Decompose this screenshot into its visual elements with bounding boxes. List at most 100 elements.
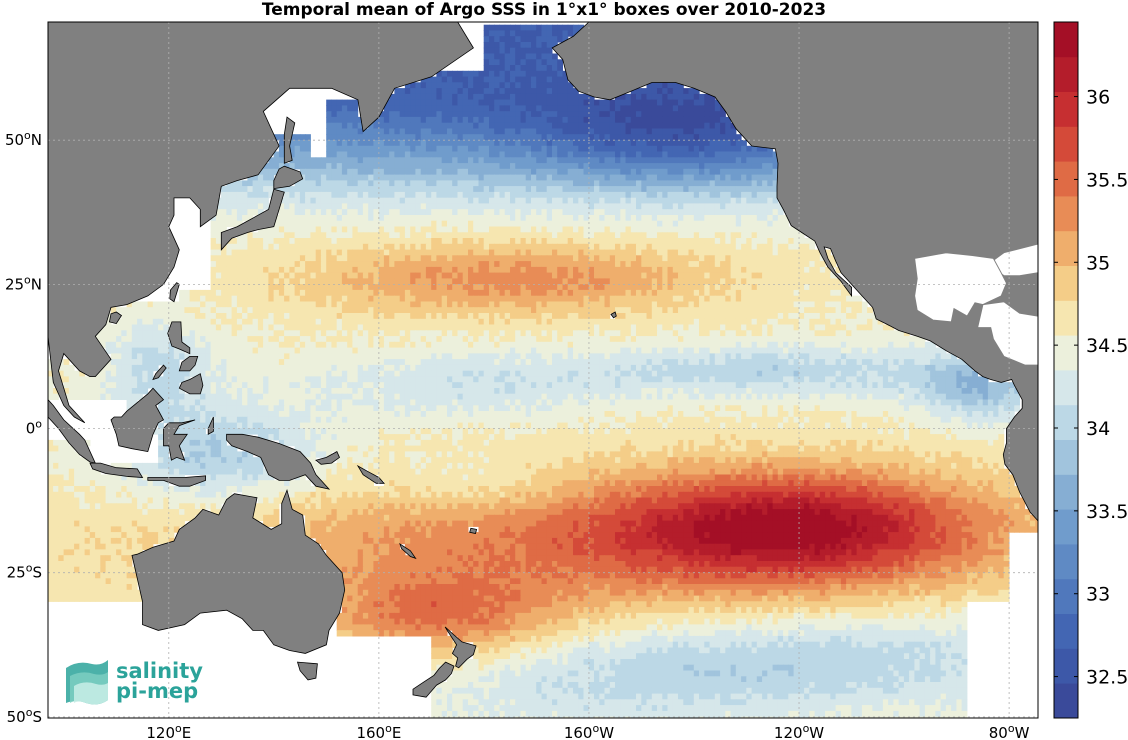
sss-cell (798, 318, 805, 326)
sss-cell (305, 134, 311, 141)
sss-cell (641, 215, 648, 222)
sss-cell (578, 266, 585, 274)
sss-cell (394, 128, 401, 135)
sss-cell (462, 157, 469, 164)
sss-cell (762, 163, 768, 170)
sss-cell (452, 111, 458, 118)
sss-cell (483, 289, 490, 297)
sss-cell (420, 249, 427, 256)
sss-cell (378, 151, 385, 158)
sss-cell (788, 255, 795, 262)
sss-cell (215, 243, 222, 251)
sss-cell (489, 36, 495, 43)
sss-cell (289, 255, 296, 262)
sss-cell (552, 111, 558, 118)
sss-cell (562, 30, 569, 37)
sss-cell (678, 301, 684, 308)
sss-cell (352, 157, 359, 164)
sss-cell (394, 134, 401, 141)
sss-cell (499, 313, 506, 320)
sss-cell (489, 220, 495, 227)
sss-cell (804, 313, 810, 320)
sss-cell (510, 289, 516, 297)
sss-cell (257, 168, 264, 176)
sss-cell (625, 209, 632, 216)
sss-cell (310, 295, 317, 302)
sss-cell (215, 249, 222, 256)
sss-cell (494, 116, 500, 124)
sss-cell (536, 289, 542, 297)
sss-cell (693, 336, 700, 343)
sss-cell (483, 134, 490, 141)
sss-cell (762, 168, 768, 176)
sss-cell (404, 215, 411, 222)
sss-cell (620, 134, 627, 141)
sss-cell (410, 243, 416, 251)
sss-cell (478, 99, 485, 106)
sss-cell (473, 151, 479, 158)
sss-cell (693, 226, 700, 233)
sss-cell (383, 238, 390, 245)
sss-cell (609, 278, 616, 285)
sss-cell (641, 111, 648, 118)
sss-cell (510, 53, 516, 60)
sss-cell (189, 336, 196, 343)
sss-cell (531, 65, 537, 72)
sss-cell (777, 307, 784, 314)
sss-cell (236, 295, 243, 302)
sss-cell (720, 220, 726, 227)
sss-cell (410, 145, 416, 153)
sss-cell (536, 140, 542, 147)
sss-cell (425, 301, 432, 308)
sss-cell (599, 313, 606, 320)
sss-cell (289, 295, 296, 302)
sss-cell (599, 145, 606, 153)
sss-cell (636, 163, 642, 170)
sss-cell (473, 168, 479, 176)
sss-cell (378, 140, 385, 147)
sss-cell (599, 301, 606, 308)
sss-cell (651, 249, 658, 256)
sss-cell (767, 266, 774, 274)
sss-cell (756, 197, 763, 204)
sss-cell (499, 255, 506, 262)
sss-cell (404, 128, 411, 135)
sss-cell (494, 157, 500, 164)
sss-cell (368, 255, 374, 262)
sss-cell (594, 99, 600, 106)
sss-cell (252, 191, 259, 199)
sss-cell (604, 197, 611, 204)
sss-cell (720, 301, 726, 308)
sss-cell (578, 197, 585, 204)
sss-cell (520, 59, 527, 66)
sss-cell (720, 289, 726, 297)
sss-cell (168, 313, 175, 320)
sss-cell (431, 168, 437, 176)
sss-cell (735, 272, 742, 279)
sss-cell (594, 261, 600, 268)
sss-cell (573, 197, 579, 204)
sss-cell (242, 289, 248, 297)
sss-cell (552, 313, 558, 320)
sss-cell (231, 313, 238, 320)
sss-cell (788, 284, 795, 291)
sss-cell (515, 243, 521, 251)
sss-cell (336, 238, 343, 245)
sss-cell (152, 341, 159, 349)
sss-cell (641, 243, 648, 251)
sss-cell (473, 284, 479, 291)
sss-cell (709, 140, 716, 147)
sss-cell (278, 209, 285, 216)
sss-cell (541, 163, 548, 170)
sss-cell (552, 65, 558, 72)
sss-cell (709, 238, 716, 245)
sss-cell (620, 249, 627, 256)
sss-cell (436, 232, 443, 239)
sss-cell (284, 289, 290, 297)
sss-cell (205, 336, 212, 343)
sss-cell (625, 111, 632, 118)
sss-cell (252, 284, 259, 291)
sss-cell (142, 313, 149, 320)
sss-cell (126, 318, 133, 326)
sss-cell (693, 209, 700, 216)
